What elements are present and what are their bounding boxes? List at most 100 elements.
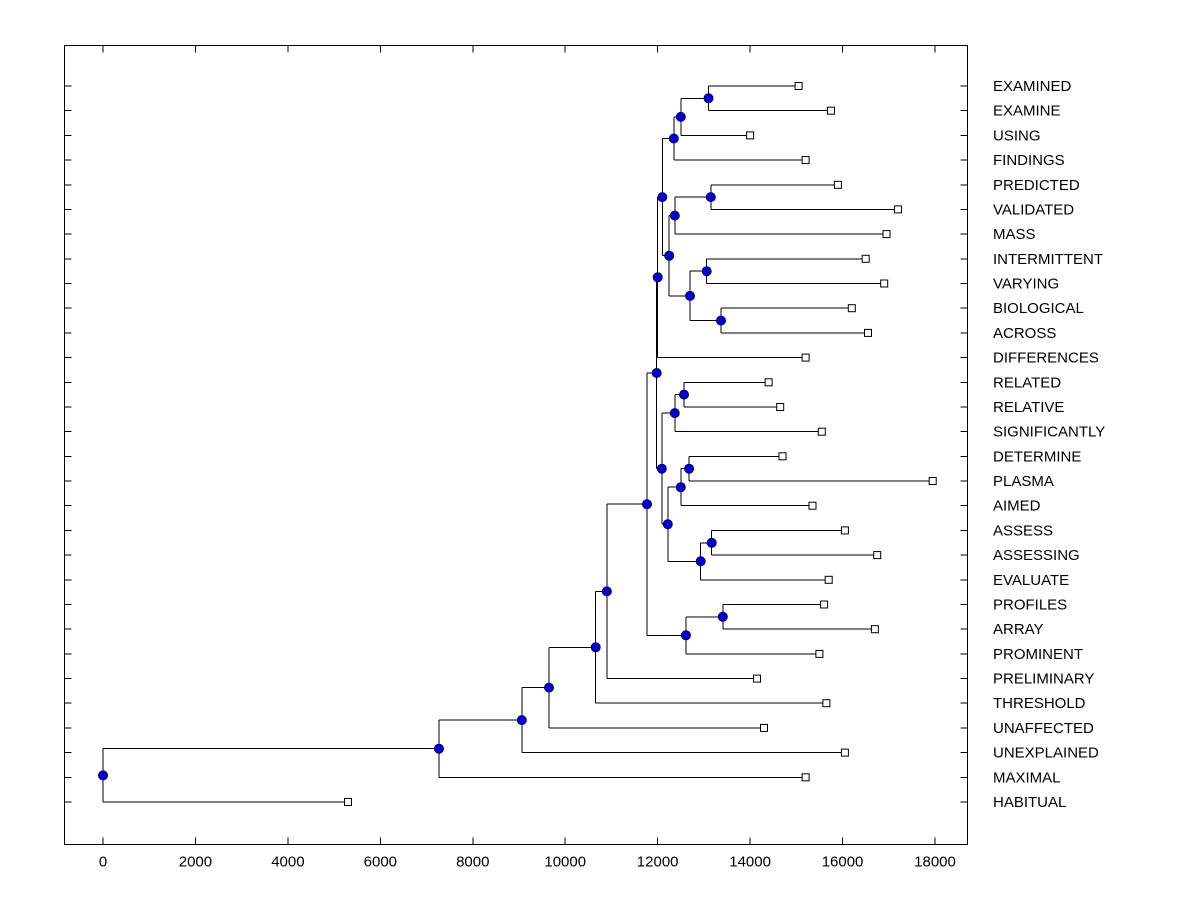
- leaf-marker: [824, 575, 833, 584]
- cluster-node-marker: [684, 463, 695, 474]
- leaf-marker: [344, 798, 352, 806]
- x-tick-label: 0: [99, 854, 107, 871]
- leaf-marker: [873, 551, 882, 560]
- leaf-marker: [861, 254, 870, 263]
- leaf-label: AIMED: [993, 498, 1041, 515]
- leaf-marker: [815, 649, 824, 658]
- leaf-label: PRELIMINARY: [993, 671, 1094, 688]
- leaf-marker: [827, 106, 835, 115]
- leaf-label: PLASMA: [993, 473, 1054, 490]
- cluster-node-marker: [664, 250, 675, 261]
- cluster-node-marker: [662, 519, 673, 530]
- cluster-node-marker: [680, 630, 691, 641]
- leaf-label: MASS: [993, 226, 1036, 243]
- leaf-label: ASSESS: [993, 522, 1053, 539]
- cluster-node-marker: [695, 556, 706, 567]
- leaf-marker: [746, 131, 755, 140]
- leaf-label: HABITUAL: [993, 794, 1066, 811]
- cluster-node-marker: [98, 770, 108, 781]
- leaf-label: ASSESSING: [993, 547, 1080, 564]
- cluster-node-marker: [703, 93, 714, 104]
- cluster-node-marker: [668, 133, 679, 144]
- cluster-node-marker: [516, 715, 527, 726]
- leaf-label: USING: [993, 127, 1041, 144]
- leaf-marker: [833, 180, 842, 189]
- leaf-label: RELATED: [993, 374, 1061, 391]
- x-tick-label: 10000: [544, 854, 586, 871]
- leaf-marker: [764, 378, 773, 387]
- leaf-label: EXAMINED: [993, 78, 1072, 95]
- cluster-node-marker: [716, 315, 726, 326]
- leaf-marker: [778, 452, 787, 461]
- x-tick-label: 14000: [729, 854, 771, 871]
- leaf-label: EVALUATE: [993, 572, 1069, 589]
- cluster-node-marker: [601, 586, 612, 597]
- leaf-marker: [801, 773, 810, 782]
- leaf-label: THRESHOLD: [993, 695, 1086, 712]
- leaf-marker: [870, 625, 879, 634]
- x-tick-label: 6000: [364, 854, 397, 871]
- leaf-marker: [808, 501, 817, 510]
- leaf-label: PROFILES: [993, 597, 1067, 614]
- leaf-marker: [820, 600, 829, 609]
- cluster-node-marker: [656, 463, 667, 474]
- cluster-node-marker: [590, 642, 601, 653]
- leaf-marker: [822, 699, 831, 708]
- cluster-node-marker: [544, 682, 554, 693]
- leaf-label: EXAMINE: [993, 103, 1061, 120]
- cluster-node-marker: [669, 408, 680, 419]
- leaf-marker: [801, 156, 810, 165]
- leaf-label: FINDINGS: [993, 152, 1065, 169]
- x-tick-label: 4000: [271, 854, 304, 871]
- leaf-marker: [760, 723, 768, 732]
- cluster-node-marker: [434, 743, 444, 754]
- leaf-marker: [864, 328, 872, 337]
- plot-border: [64, 45, 968, 845]
- x-tick-label: 2000: [179, 854, 212, 871]
- cluster-node-marker: [705, 192, 716, 203]
- x-tick-label: 12000: [637, 854, 679, 871]
- cluster-node-marker: [642, 499, 652, 510]
- leaf-label: VALIDATED: [993, 201, 1074, 218]
- cluster-node-marker: [706, 537, 717, 548]
- leaf-label: RELATIVE: [993, 399, 1064, 416]
- cluster-node-marker: [657, 192, 668, 203]
- cluster-node-marker: [685, 290, 695, 301]
- cluster-node-marker: [675, 482, 686, 493]
- leaf-label: VARYING: [993, 276, 1059, 293]
- cluster-node-marker: [669, 210, 680, 221]
- leaf-marker: [840, 526, 849, 535]
- leaf-label: UNEXPLAINED: [993, 745, 1099, 762]
- leaf-marker: [776, 403, 785, 411]
- x-tick-label: 16000: [822, 854, 864, 871]
- cluster-node-marker: [675, 111, 686, 122]
- leaf-label: MAXIMAL: [993, 769, 1061, 786]
- leaf-marker: [894, 205, 902, 214]
- leaf-label: SIGNIFICANTLY: [993, 424, 1105, 441]
- leaf-label: PREDICTED: [993, 177, 1080, 194]
- leaf-label: DIFFERENCES: [993, 350, 1099, 367]
- cluster-node-marker: [717, 611, 728, 622]
- leaf-marker: [794, 82, 803, 90]
- leaf-label: INTERMITTENT: [993, 251, 1103, 268]
- leaf-label: PROMINENT: [993, 646, 1083, 663]
- cluster-node-marker: [679, 389, 689, 400]
- leaf-marker: [801, 353, 810, 362]
- leaf-label: BIOLOGICAL: [993, 300, 1084, 317]
- leaf-label: ACROSS: [993, 325, 1056, 342]
- x-tick-label: 8000: [456, 854, 489, 871]
- leaf-marker: [847, 304, 856, 313]
- leaf-marker: [840, 748, 849, 757]
- leaf-label: DETERMINE: [993, 448, 1081, 465]
- leaf-label: UNAFFECTED: [993, 720, 1094, 737]
- cluster-node-marker: [701, 266, 712, 277]
- x-tick-label: 18000: [914, 854, 956, 871]
- cluster-node-marker: [651, 368, 662, 378]
- leaf-label: ARRAY: [993, 621, 1044, 638]
- leaf-marker: [753, 674, 761, 683]
- cluster-node-marker: [652, 272, 663, 283]
- leaf-marker: [882, 230, 891, 239]
- leaf-marker: [880, 279, 889, 288]
